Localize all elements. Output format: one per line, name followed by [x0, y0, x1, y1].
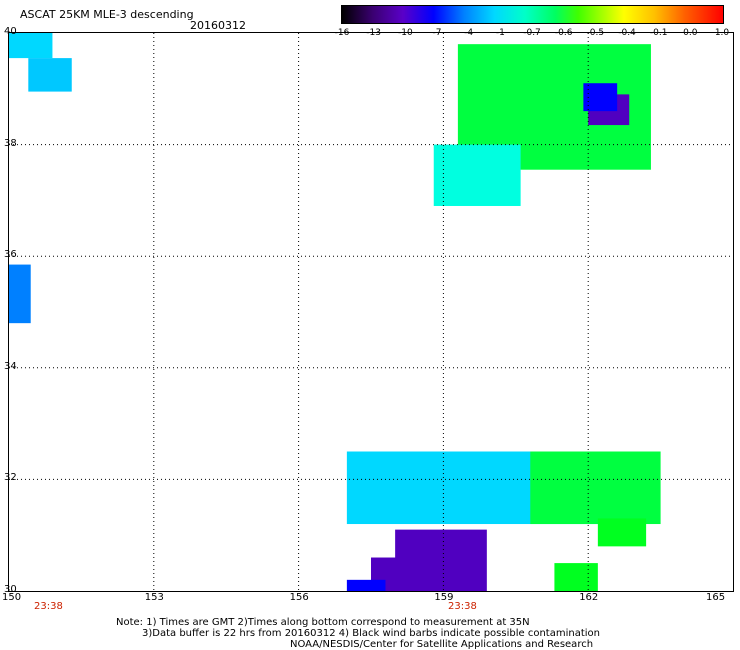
swath-south-blue-tab: [346, 579, 386, 591]
time-label-west: 23:38: [34, 601, 63, 612]
map-title: ASCAT 25KM MLE-3 descending: [20, 8, 194, 21]
swath-south-green-3: [554, 563, 598, 591]
colorbar-tick: -0.7: [523, 28, 541, 38]
lat-label: 36: [4, 249, 17, 261]
map-panel: [8, 32, 734, 592]
swath-west-edge: [9, 264, 31, 324]
swath-south-purple: [395, 529, 487, 591]
lat-label: 38: [4, 137, 17, 149]
lon-label: 153: [144, 592, 164, 603]
lon-label: 165: [706, 592, 726, 603]
lat-label: 32: [4, 472, 17, 484]
colorbar-tick: -0.4: [618, 28, 636, 38]
colorbar-tick: -0.1: [649, 28, 668, 38]
colorbar-tick: 0.0: [683, 28, 698, 38]
colorbar-tick: -7: [432, 28, 442, 38]
lon-label: 156: [289, 592, 309, 603]
lat-label: 30: [4, 584, 17, 595]
map-svg: [9, 33, 733, 591]
lon-label: 159: [434, 592, 454, 603]
note-line-1: Note: 1) Times are GMT 2)Times along bot…: [116, 617, 530, 628]
lat-label: 40: [4, 26, 17, 37]
lat-label: 34: [4, 360, 17, 372]
map-date: 20160312: [190, 19, 246, 32]
swath-ne-lower: [433, 144, 521, 206]
lon-label: 162: [579, 592, 599, 603]
colorbar-tick: -16: [334, 28, 350, 38]
lon-label: 150: [2, 592, 22, 603]
note-line-2: 3)Data buffer is 22 hrs from 20160312 4)…: [142, 628, 600, 639]
swath-south-green: [530, 451, 661, 525]
colorbar-tick: -10: [397, 28, 413, 38]
colorbar-tick: -4: [464, 28, 474, 38]
colorbar: [341, 5, 724, 24]
swath-south-green-2: [597, 518, 647, 547]
colorbar-tick: -1: [495, 28, 505, 38]
colorbar-tick: 1.0: [714, 28, 730, 38]
swath-nw-corner: [9, 33, 53, 59]
colorbar-tick: -0.5: [586, 28, 605, 38]
colorbar-tick: -0.6: [554, 28, 573, 38]
swath-nw-corner-2: [28, 58, 72, 92]
time-label-center: 23:38: [448, 601, 477, 612]
colorbar-tick: -13: [366, 28, 382, 38]
swath-east-strip-blue: [583, 83, 618, 112]
note-line-3: NOAA/NESDIS/Center for Satellite Applica…: [290, 639, 594, 650]
